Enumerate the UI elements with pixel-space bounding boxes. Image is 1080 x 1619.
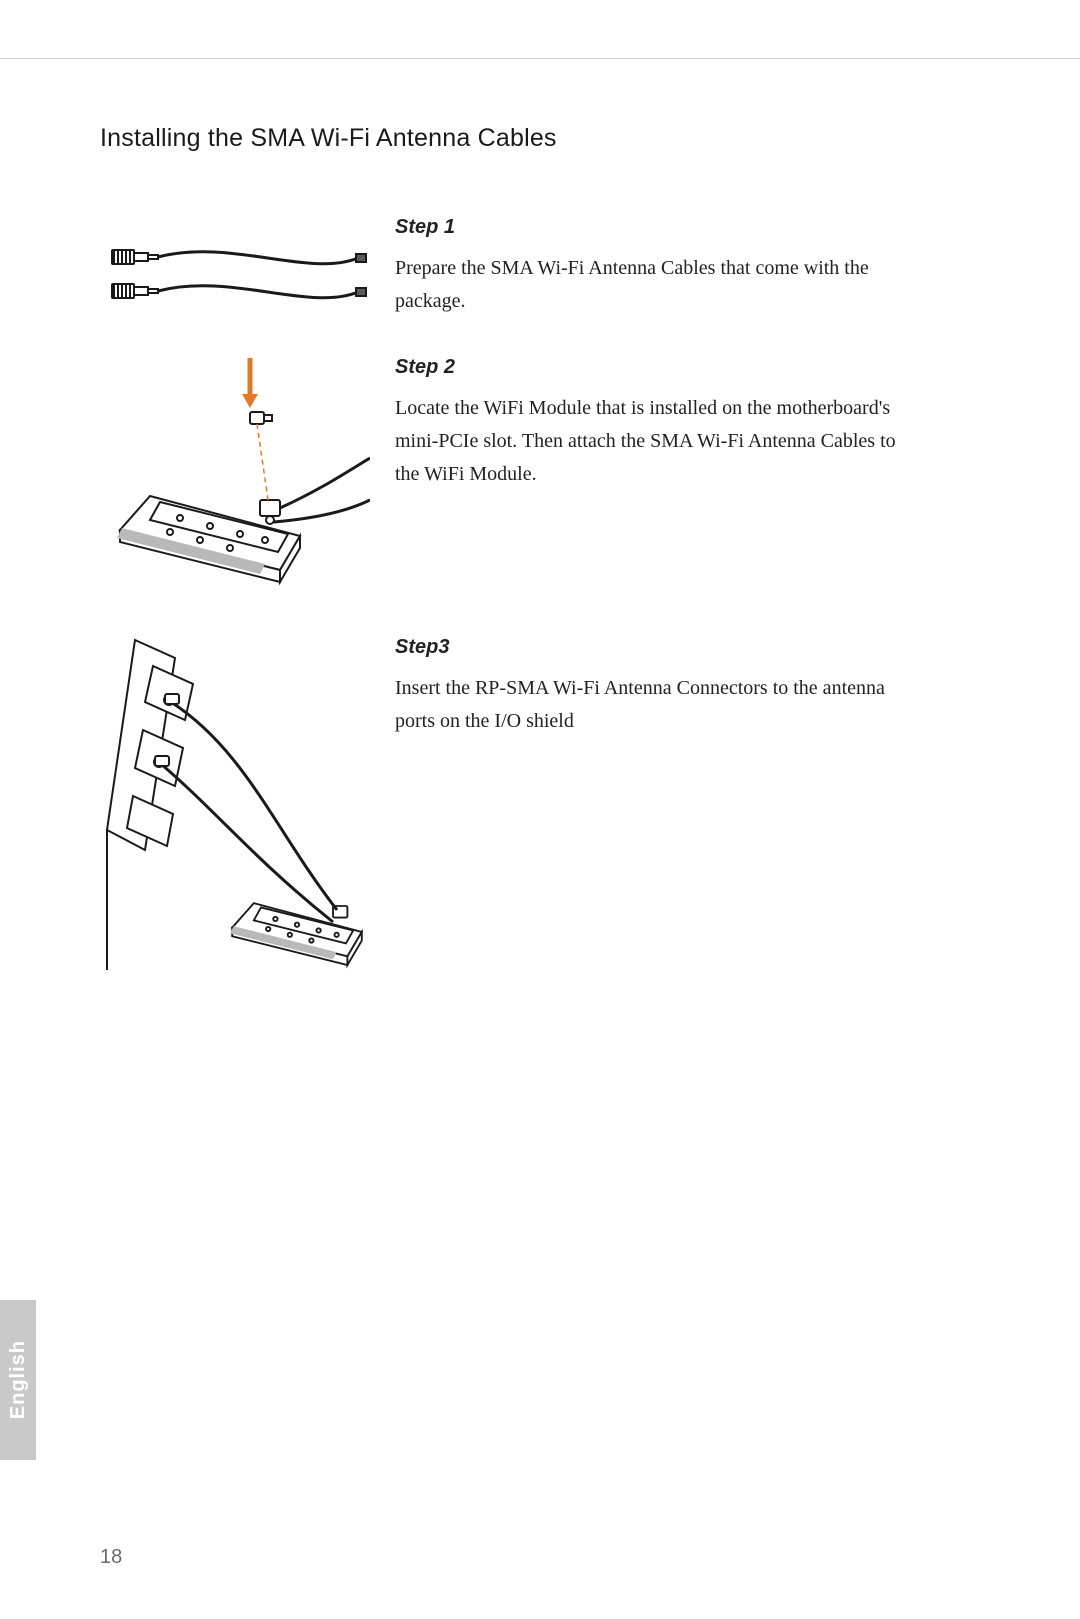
page-title: Installing the SMA Wi-Fi Antenna Cables [100,124,557,153]
step2-body: Locate the WiFi Module that is installed… [395,392,915,491]
manual-page: Installing the SMA Wi-Fi Antenna Cables … [0,0,1080,1619]
step1-label: Step 1 [395,216,455,239]
arrow-down-icon [242,358,258,408]
step2-label: Step 2 [395,356,455,379]
step3-body: Insert the RP-SMA Wi-Fi Antenna Connecto… [395,672,915,738]
language-label: English [7,1340,30,1419]
step3-label: Step3 [395,636,449,659]
step1-illustration [110,240,370,310]
language-tab: English [0,1300,36,1460]
step1-body: Prepare the SMA Wi-Fi Antenna Cables tha… [395,252,895,318]
page-number: 18 [100,1546,122,1569]
step2-illustration [110,350,370,600]
step3-illustration [105,630,375,990]
